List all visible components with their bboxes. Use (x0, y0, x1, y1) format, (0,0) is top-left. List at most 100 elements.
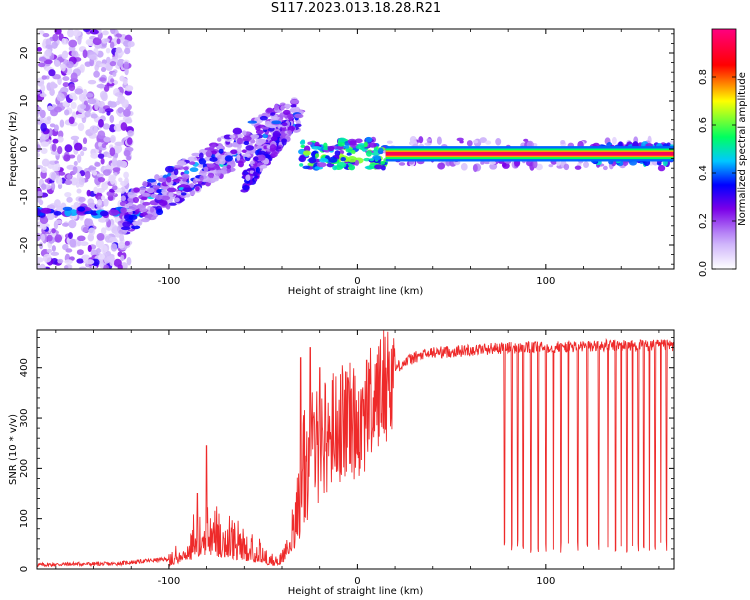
streak-blob (270, 151, 278, 158)
streak-blob (120, 196, 127, 202)
noise-blob (110, 29, 116, 35)
core-blob (380, 161, 385, 165)
streak-blob (245, 145, 254, 151)
noise-blob (43, 59, 53, 65)
noise-blob (54, 234, 63, 243)
core-blob (298, 155, 307, 163)
noise-blob (62, 82, 70, 88)
noise-blob (112, 185, 118, 191)
streak-blob (236, 154, 241, 161)
streak-blob (150, 206, 155, 213)
noise-blob (61, 222, 69, 227)
snr-y-tick-label: 300 (19, 409, 30, 428)
noise-blob (70, 101, 77, 110)
noise-blob (42, 32, 50, 38)
noise-blob (116, 38, 121, 45)
streak-blob (250, 134, 260, 139)
noise-blob (47, 105, 53, 111)
noise-blob (78, 266, 87, 269)
noise-blob (113, 144, 123, 154)
noise-blob (57, 183, 63, 190)
streak-blob (287, 130, 292, 135)
noise-blob (58, 171, 66, 176)
noise-blob (57, 136, 64, 143)
streak-blob (229, 134, 236, 139)
fuzz-blob (501, 162, 507, 168)
noise-blob (54, 199, 61, 208)
streak-blob (199, 175, 204, 181)
streak-blob (261, 126, 269, 130)
noise-blob (80, 104, 87, 110)
noise-blob (76, 113, 85, 119)
noise-blob (102, 30, 109, 36)
streak-blob (158, 199, 168, 207)
noise-blob (76, 258, 84, 264)
streak-blob (266, 107, 273, 113)
noise-blob (81, 146, 88, 152)
core-blob (308, 157, 317, 164)
streak-blob (224, 155, 233, 162)
core-blob (337, 137, 347, 143)
snr-y-axis-label: SNR (10 * v/v) (8, 414, 19, 485)
noise-blob (49, 88, 55, 96)
noise-blob (38, 62, 46, 68)
noise-blob (89, 125, 99, 134)
noise-blob (100, 195, 106, 201)
noise-blob (37, 152, 41, 158)
noise-blob (52, 73, 61, 80)
colorbar-tick-label: 0.6 (698, 117, 709, 133)
fuzz-blob (657, 164, 666, 172)
noise-blob (77, 122, 85, 132)
noise-blob (39, 93, 47, 98)
core-blob (336, 161, 347, 169)
streak-blob (173, 197, 180, 203)
noise-blob (94, 161, 101, 167)
noise-blob (80, 150, 85, 157)
core-blob (302, 165, 311, 170)
noise-blob (127, 40, 135, 48)
noise-blob (60, 63, 66, 72)
noise-blob (87, 244, 92, 253)
streak-blob (245, 174, 251, 181)
band-blob (77, 206, 86, 212)
noise-blob (113, 258, 122, 267)
noise-blob (41, 158, 50, 167)
streak-blob (166, 176, 172, 183)
noise-blob (123, 171, 130, 179)
streak-blob (258, 138, 267, 144)
streak-blob (241, 153, 251, 157)
core-blob (314, 153, 320, 158)
noise-blob (100, 244, 108, 254)
noise-blob (78, 196, 86, 203)
streak-blob (155, 194, 163, 200)
streak-blob (210, 150, 217, 155)
noise-blob (88, 54, 97, 59)
noise-blob (100, 66, 107, 73)
noise-blob (40, 166, 48, 174)
noise-blob (98, 253, 105, 260)
streak-blob (158, 177, 168, 183)
noise-blob (48, 69, 56, 77)
noise-blob (64, 179, 73, 186)
noise-blob (64, 192, 72, 198)
noise-blob (45, 38, 52, 47)
streak-blob (259, 164, 268, 169)
colorbar-label: Normalized spectral amplitude (737, 72, 748, 226)
core-blob (316, 162, 327, 168)
streak-blob (198, 152, 204, 159)
noise-blob (74, 88, 84, 95)
noise-blob (73, 161, 78, 166)
noise-blob (124, 240, 130, 246)
noise-blob (96, 232, 105, 241)
snr-x-tick-label: 0 (354, 576, 360, 587)
noise-blob (38, 30, 45, 35)
streak-blob (122, 221, 131, 228)
noise-blob (103, 264, 110, 269)
noise-blob (93, 186, 99, 195)
streak-blob (189, 167, 199, 173)
streak-blob (209, 157, 218, 162)
noise-blob (112, 167, 121, 172)
streak-blob (138, 187, 147, 191)
noise-blob (123, 61, 129, 70)
colorbar-tick-label: 0.0 (698, 261, 709, 277)
